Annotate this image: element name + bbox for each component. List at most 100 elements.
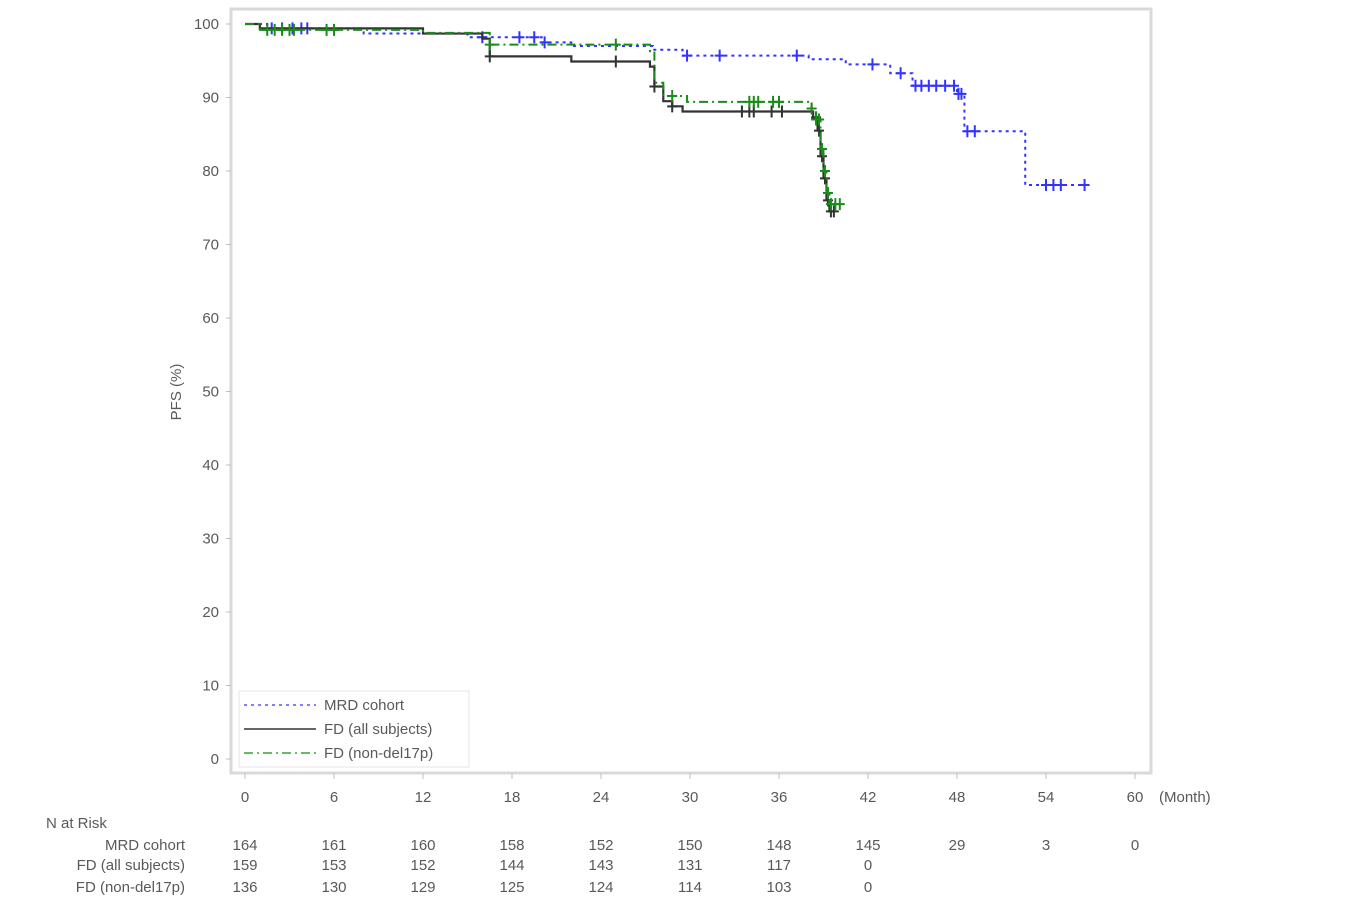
risk-cell: 124 bbox=[588, 879, 613, 896]
censor-mark bbox=[682, 49, 693, 62]
censor-mark bbox=[484, 50, 495, 63]
y-tick-label: 30 bbox=[202, 531, 219, 548]
censor-mark bbox=[667, 90, 678, 103]
y-tick-label: 40 bbox=[202, 457, 219, 474]
censor-mark bbox=[817, 142, 828, 155]
censor-mark bbox=[776, 105, 787, 118]
censor-mark bbox=[753, 95, 764, 108]
risk-cell: 159 bbox=[232, 857, 257, 874]
censor-mark bbox=[1055, 178, 1066, 191]
y-tick-label: 10 bbox=[202, 678, 219, 695]
x-tick-label: 12 bbox=[415, 789, 432, 806]
censor-mark bbox=[806, 102, 817, 115]
x-tick-label: 60 bbox=[1127, 789, 1144, 806]
censor-mark bbox=[514, 31, 525, 44]
censor-mark bbox=[834, 198, 845, 211]
risk-cell: 153 bbox=[321, 857, 346, 874]
series-fd-non-del17p bbox=[245, 23, 845, 211]
censor-mark bbox=[867, 58, 878, 71]
x-tick-label: 18 bbox=[504, 789, 521, 806]
risk-cell: 0 bbox=[1131, 837, 1139, 854]
risk-row-label: FD (all subjects) bbox=[77, 857, 185, 874]
x-axis: 0 6 12 18 24 30 36 42 48 54 60 bbox=[241, 773, 1144, 806]
legend: MRD cohort FD (all subjects) FD (non-del17… bbox=[238, 690, 470, 768]
legend-label: FD (all subjects) bbox=[324, 721, 432, 738]
risk-table-header: N at Risk bbox=[46, 815, 107, 832]
y-tick-label: 70 bbox=[202, 237, 219, 254]
censor-mark bbox=[814, 113, 825, 126]
censor-mark bbox=[539, 36, 550, 49]
risk-cell: 152 bbox=[410, 857, 435, 874]
x-tick-label: 36 bbox=[771, 789, 788, 806]
y-tick-label: 50 bbox=[202, 384, 219, 401]
censor-mark bbox=[610, 38, 621, 51]
x-tick-label: 42 bbox=[860, 789, 877, 806]
y-axis-label: PFS (%) bbox=[168, 364, 185, 421]
risk-cell: 152 bbox=[588, 837, 613, 854]
risk-cell: 29 bbox=[949, 837, 966, 854]
risk-cell: 103 bbox=[766, 879, 791, 896]
censor-mark bbox=[791, 49, 802, 62]
censor-mark bbox=[940, 79, 951, 92]
series-fd-all-subjects bbox=[245, 22, 839, 218]
risk-cell: 144 bbox=[499, 857, 524, 874]
survival-curve bbox=[245, 22, 836, 213]
censor-mark bbox=[714, 49, 725, 62]
x-tick-label: 6 bbox=[330, 789, 338, 806]
x-axis-unit-label: (Month) bbox=[1159, 789, 1211, 806]
risk-cell: 161 bbox=[321, 837, 346, 854]
censor-mark bbox=[649, 80, 660, 93]
censor-mark bbox=[819, 165, 830, 177]
x-tick-label: 54 bbox=[1038, 789, 1055, 806]
y-tick-label: 100 bbox=[194, 16, 219, 33]
y-tick-label: 60 bbox=[202, 310, 219, 327]
risk-cell: 136 bbox=[232, 879, 257, 896]
y-axis: 0 10 20 30 40 50 60 70 80 90 100 bbox=[194, 16, 231, 768]
risk-cell: 125 bbox=[499, 879, 524, 896]
censor-mark bbox=[610, 55, 621, 68]
legend-label: FD (non-del17p) bbox=[324, 745, 433, 762]
censor-mark bbox=[814, 124, 825, 137]
risk-cell: 3 bbox=[1042, 837, 1050, 854]
risk-row-label: FD (non-del17p) bbox=[76, 879, 185, 896]
censor-mark bbox=[774, 95, 784, 108]
y-tick-label: 20 bbox=[202, 604, 219, 621]
x-tick-label: 48 bbox=[949, 789, 966, 806]
censor-mark bbox=[766, 105, 777, 118]
censor-mark bbox=[956, 87, 967, 100]
risk-cell: 145 bbox=[855, 837, 880, 854]
censor-mark bbox=[667, 100, 678, 113]
risk-cell: 164 bbox=[232, 837, 257, 854]
censor-mark bbox=[895, 67, 906, 80]
risk-table: N at Risk MRD cohort 164 161 160 158 152 150 14… bbox=[46, 815, 1139, 896]
x-tick-label: 30 bbox=[682, 789, 699, 806]
plot-frame bbox=[229, 7, 1153, 775]
risk-cell: 148 bbox=[766, 837, 791, 854]
censor-mark bbox=[288, 23, 299, 36]
censor-mark bbox=[822, 187, 833, 200]
censor-mark bbox=[329, 23, 339, 36]
risk-cell: 131 bbox=[677, 857, 702, 874]
y-tick-label: 0 bbox=[211, 751, 219, 768]
risk-cell: 0 bbox=[864, 857, 872, 874]
y-tick-label: 90 bbox=[202, 90, 219, 107]
censor-mark bbox=[1079, 178, 1090, 191]
x-tick-label: 0 bbox=[241, 789, 249, 806]
risk-cell: 130 bbox=[321, 879, 346, 896]
risk-cell: 160 bbox=[410, 837, 435, 854]
risk-cell: 114 bbox=[678, 879, 702, 896]
risk-cell: 150 bbox=[677, 837, 702, 854]
censor-mark bbox=[828, 205, 839, 218]
censor-mark bbox=[949, 79, 960, 92]
risk-cell: 143 bbox=[588, 857, 613, 874]
censor-mark bbox=[931, 79, 942, 92]
censor-mark bbox=[484, 38, 495, 51]
risk-cell: 117 bbox=[767, 857, 791, 874]
censor-mark bbox=[969, 125, 980, 138]
risk-cell: 0 bbox=[864, 879, 872, 896]
censor-mark bbox=[529, 31, 540, 44]
risk-cell: 129 bbox=[410, 879, 435, 896]
risk-row-label: MRD cohort bbox=[105, 837, 186, 854]
risk-cell: 158 bbox=[499, 837, 524, 854]
